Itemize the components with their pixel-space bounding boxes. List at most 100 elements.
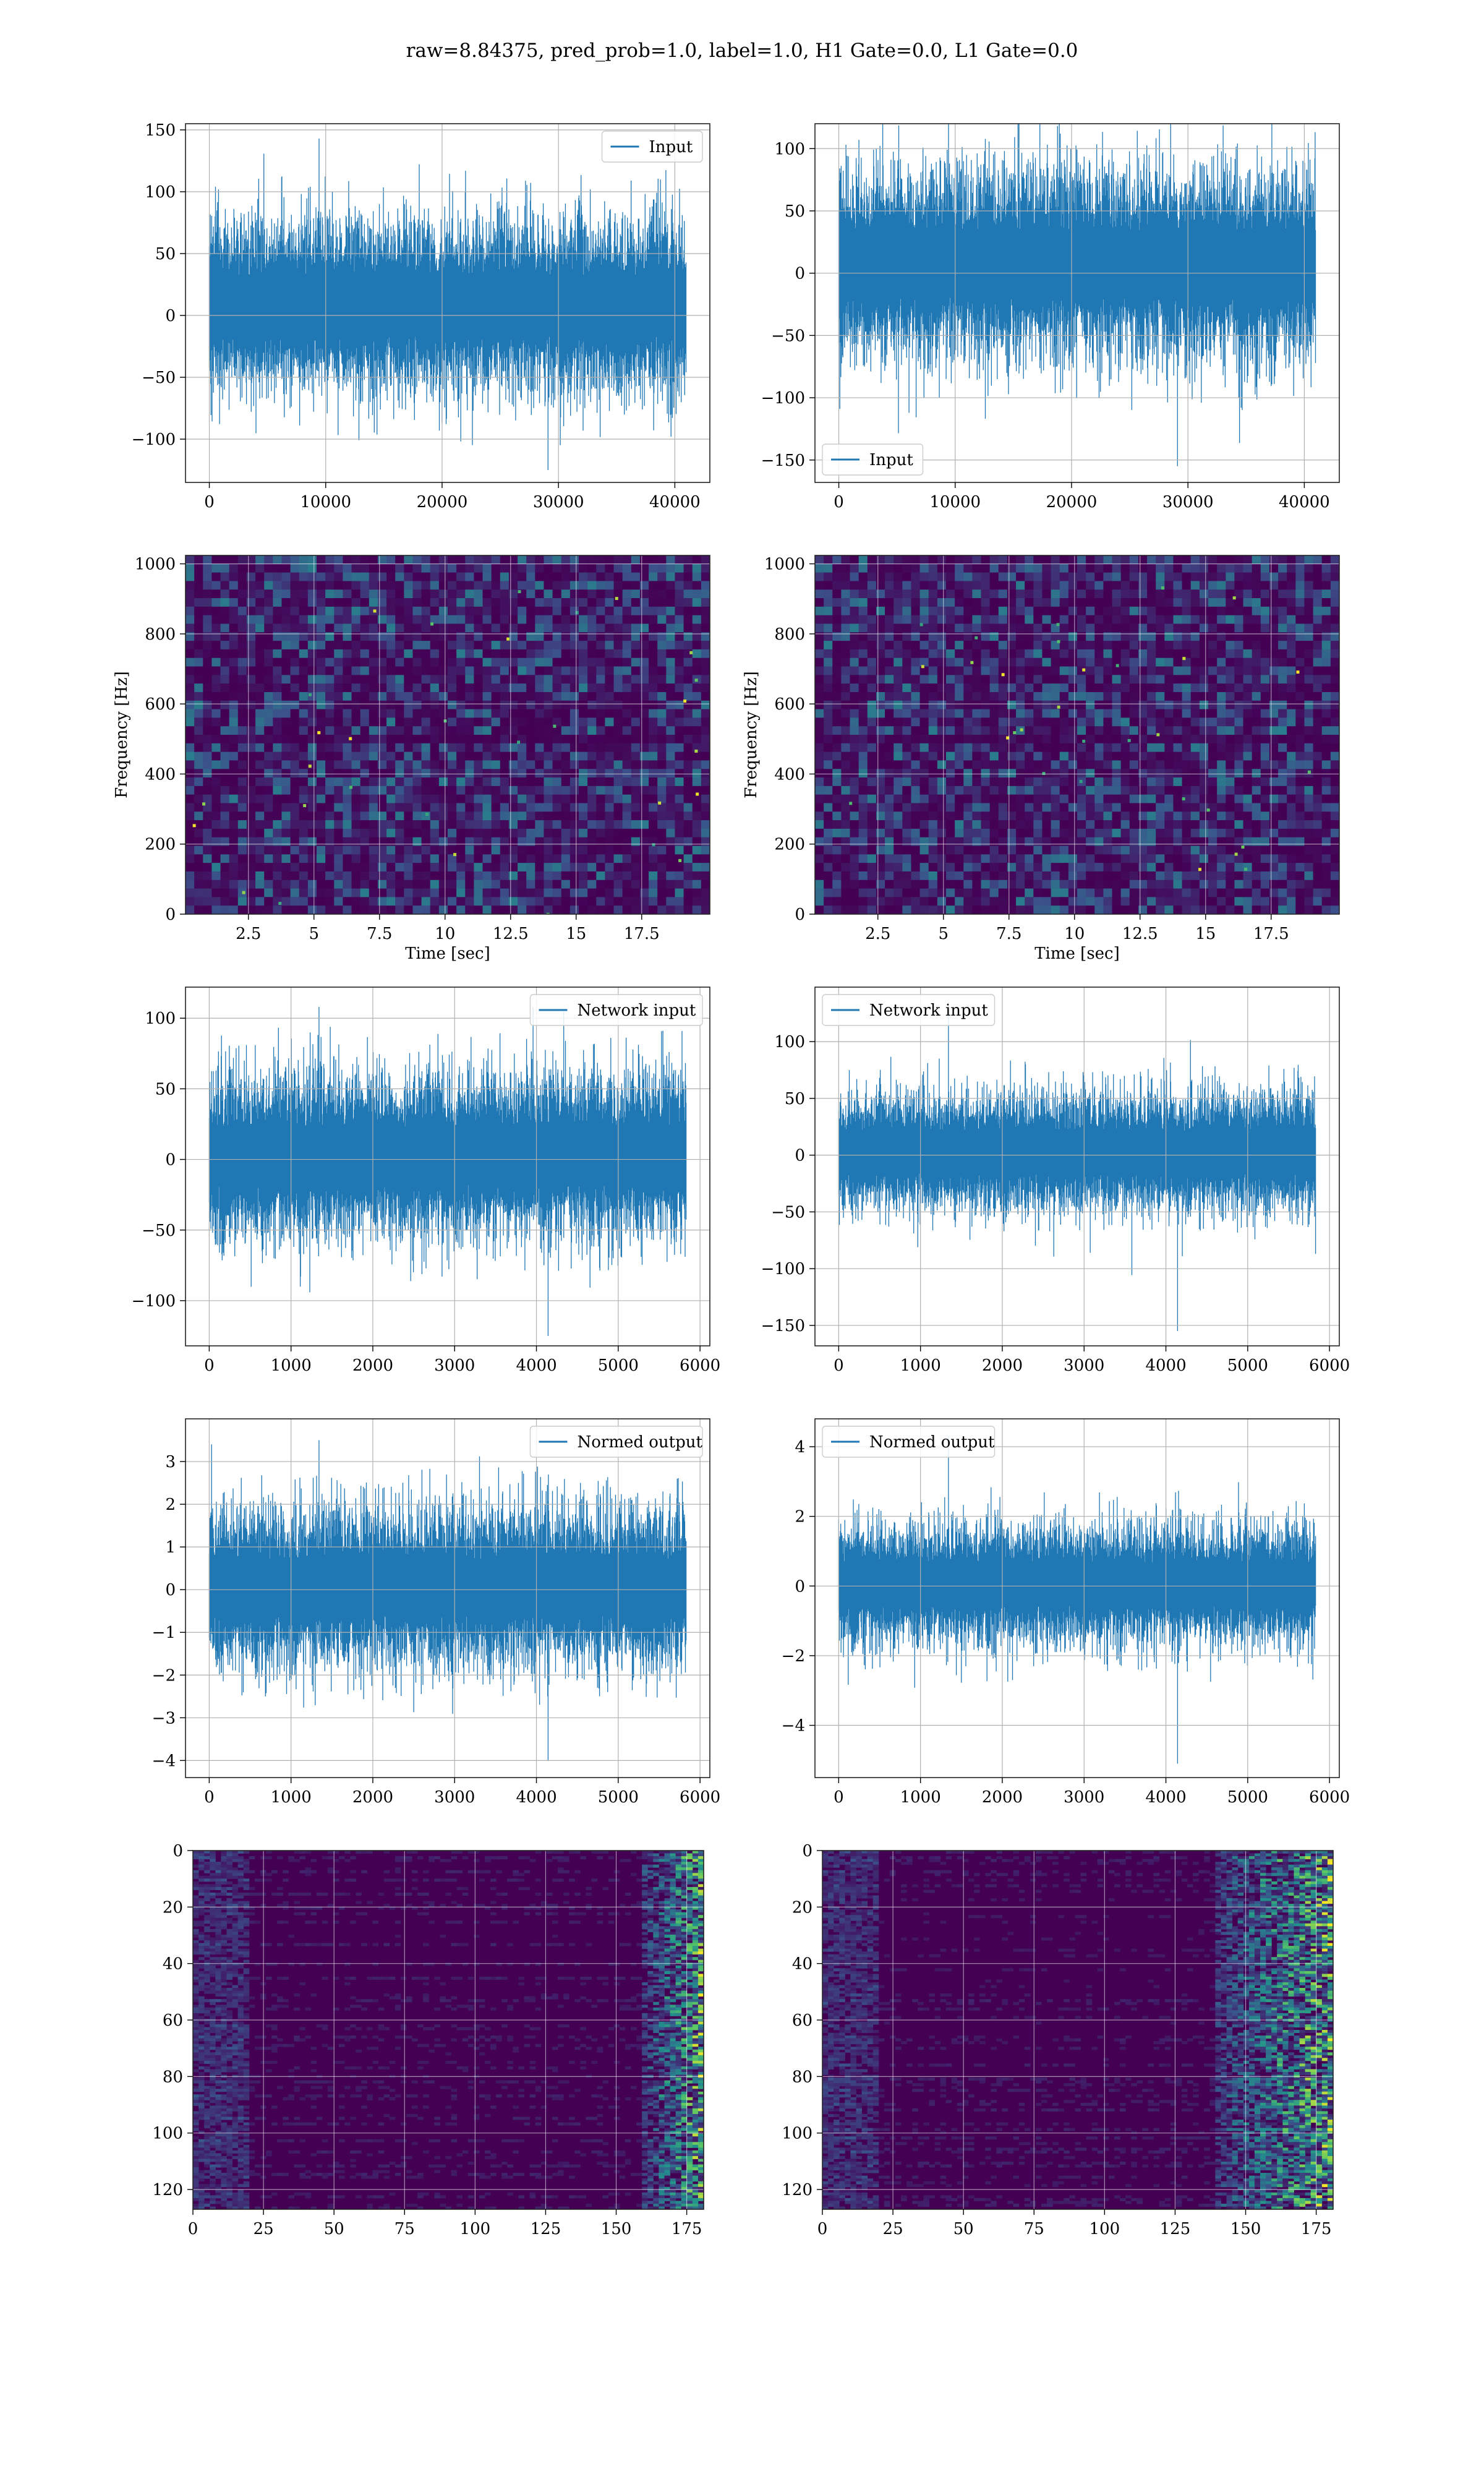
spectrogram-cell [211,735,221,744]
spectrogram-cell [1243,606,1253,616]
spectrogram-cell [893,563,903,573]
spectrogram-cell [1269,615,1279,625]
spectrogram-cell [1120,683,1130,693]
spectrogram-cell [351,897,361,906]
spectrogram-cell [832,803,842,812]
spectrogram-cell [1103,828,1113,838]
spectrogram-cell [631,683,641,693]
spectrogram-cell [893,785,903,795]
spectrogram-cell [989,615,999,625]
spectrogram-cell [1051,905,1060,914]
spectrogram-cell [1208,598,1217,607]
spectrogram-cell [1173,785,1183,795]
spectrogram-cell [482,735,492,744]
spectrogram-cell [535,811,545,821]
spectrogram-cell [1103,854,1113,863]
spectrogram-cell [675,743,684,753]
spectrogram-cell [526,649,535,659]
spectrogram-cell [998,769,1008,778]
spectrogram-cell [858,897,868,906]
spectrogram-cell [1068,769,1078,778]
spectrogram-cell [832,751,842,761]
spectrogram-cell [692,854,702,863]
spectrogram-cell [631,803,641,812]
spectrogram-cell [876,606,885,616]
spectrogram-cell [1103,888,1113,897]
spectrogram-cell [596,803,605,812]
spectrogram-cell [1252,845,1261,855]
spectrogram-cell [893,880,903,889]
spectrogram-cell [1068,700,1078,710]
spectrogram-hotspot [517,740,521,744]
spectrogram-cell [631,845,641,855]
spectrogram-cell [1120,572,1130,582]
spectrogram-cell [1226,700,1235,710]
spectrogram-cell [307,769,317,778]
spectrogram-cell [972,615,982,625]
spectrogram-cell [299,905,309,914]
spectrogram-cell [675,598,684,607]
spectrogram-cell [220,615,230,625]
spectrogram-cell [1260,828,1270,838]
spectrogram-cell [1068,675,1078,684]
spectrogram-cell [928,615,938,625]
spectrogram-cell [281,905,291,914]
spectrogram-cell [902,589,912,599]
spectrogram-cell [928,598,938,607]
spectrogram-cell [456,845,466,855]
spectrogram-cell [229,623,239,633]
spectrogram-cell [683,641,693,650]
spectrogram-cell [1086,871,1095,881]
spectrogram-cell [203,820,212,829]
spectrogram-cell [281,675,291,684]
spectrogram-cell [613,897,623,906]
spectrogram-cell [1156,691,1165,701]
spectrogram-cell [552,581,562,590]
spectrogram-cell [649,572,658,582]
spectrogram-cell [1051,743,1060,753]
spectrogram-cell [692,769,702,778]
spectrogram-cell [290,683,300,693]
spectrogram-cell [850,803,859,812]
spectrogram-hotspot [349,737,352,740]
spectrogram-cell [1051,845,1060,855]
spectrogram-cell [963,641,973,650]
spectrogram-cell [1173,905,1183,914]
spectrogram-cell [1129,845,1139,855]
spectrogram-cell [360,700,370,710]
spectrogram-cell [998,589,1008,599]
spectrogram-cell [343,794,352,804]
spectrogram-cell [981,666,991,675]
subplot-spec-l1: 2.5 5 7.5 10 12.5 15 17.502004006008001000Time… [742,555,1340,963]
spectrogram-cell [919,897,929,906]
spectrogram-cell [1226,863,1235,872]
spectrogram-cell [229,632,239,641]
spectrogram-cell [395,854,404,863]
spectrogram-cell [369,649,378,659]
spectrogram-cell [876,657,885,667]
spectrogram-cell [273,572,283,582]
spectrogram-cell [386,794,396,804]
spectrogram-cell [360,581,370,590]
spectrogram-cell [500,735,510,744]
spectrogram-cell [220,863,230,872]
spectrogram-cell [561,760,571,769]
spectrogram-cell [972,581,982,590]
spectrogram-cell [1025,572,1034,582]
spectrogram-cell [1068,726,1078,735]
spectrogram-cell [194,811,203,821]
spectrogram-cell [1208,880,1217,889]
spectrogram-cell [1199,598,1209,607]
spectrogram-cell [430,683,440,693]
spectrogram-cell [1278,615,1287,625]
spectrogram-cell [317,666,326,675]
spectrogram-cell [246,871,256,881]
spectrogram-cell [1051,683,1060,693]
spectrogram-cell [1156,820,1165,829]
spectrogram-cell [438,863,448,872]
spectrogram-cell [1190,828,1200,838]
spectrogram-cell [815,743,824,753]
spectrogram-cell [369,735,378,744]
spectrogram-cell [1147,598,1156,607]
spectrogram-cell [1182,598,1192,607]
